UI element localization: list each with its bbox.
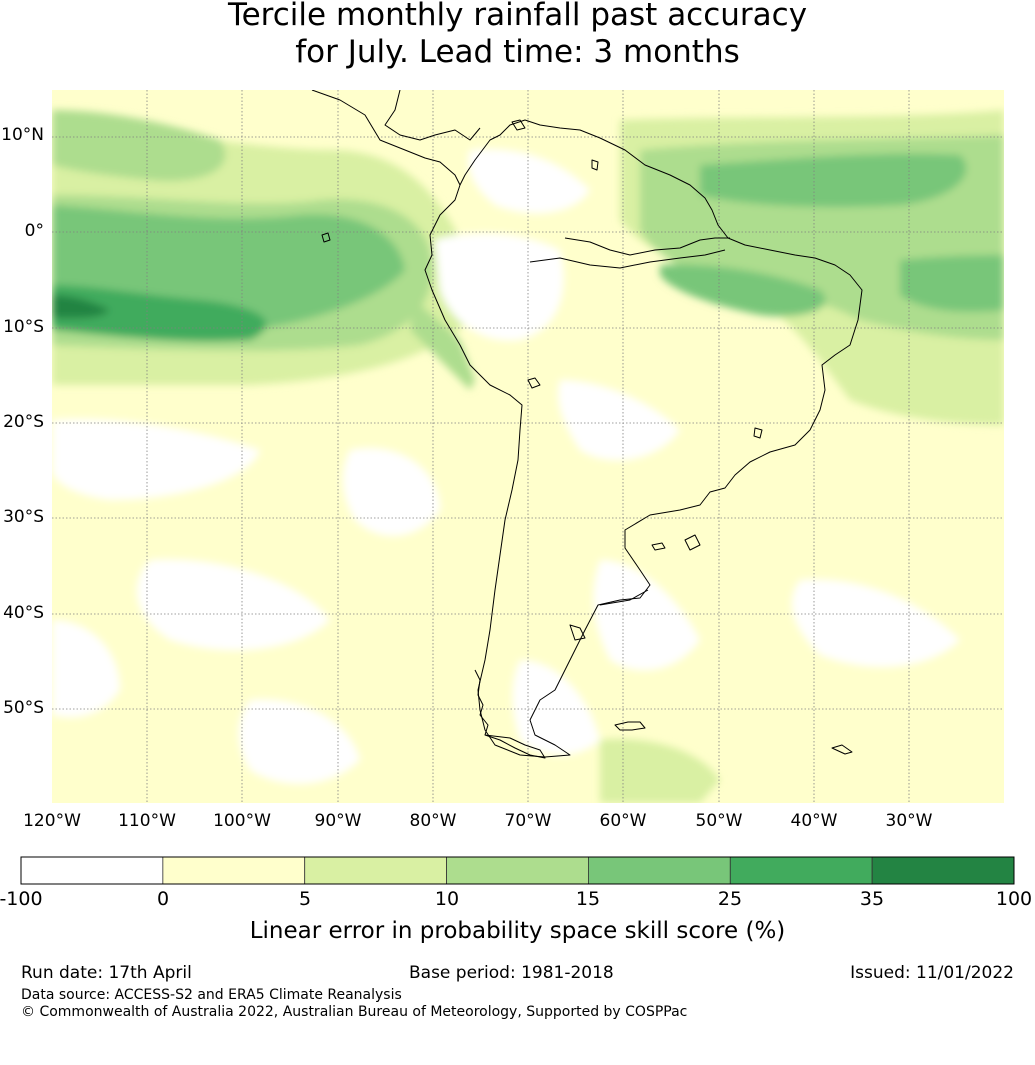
lon-label-100w: 100°W [213, 811, 271, 831]
lagoon-patos [684, 534, 701, 551]
colorbar-tick-35: 35 [859, 888, 885, 910]
colorbar-bin-4 [588, 856, 731, 885]
colorbar-bin-5 [729, 856, 873, 885]
title-line-1: Tercile monthly rainfall past accuracy [227, 0, 808, 33]
river-plate [599, 589, 649, 606]
lon-label-40w: 40°W [790, 811, 838, 831]
field-south-atlantic-white [791, 579, 960, 667]
lon-label-50w: 50°W [695, 811, 743, 831]
colorbar-label: Linear error in probability space skill … [249, 918, 786, 944]
field-south-pacific-white [136, 559, 330, 651]
trinidad [511, 119, 526, 131]
field-andes-strip [410, 300, 475, 390]
lon-label-80w: 80°W [409, 811, 457, 831]
field-se-pacific-white [343, 448, 440, 537]
field-sw-pacific-white [52, 620, 120, 718]
skill-field [52, 90, 1004, 803]
title-line-2: for July. Lead time: 3 months [295, 34, 740, 70]
lat-label-10n: 10°N [1, 125, 44, 145]
colorbar-tick-minus100: -100 [0, 888, 43, 910]
falkland-islands [614, 721, 646, 731]
lat-label-40s: 40°S [3, 603, 44, 623]
lat-label-30s: 30°S [3, 507, 44, 527]
colorbar-tick-5: 5 [298, 888, 312, 910]
colorbar [20, 856, 1015, 885]
field-nw-pacific [52, 110, 226, 181]
colorbar-tick-25: 25 [717, 888, 743, 910]
lat-label-20s: 20°S [3, 412, 44, 432]
lon-label-120w: 120°W [23, 811, 81, 831]
field-patagonia-white [512, 660, 600, 755]
river-amazon [564, 237, 730, 256]
issued-date: Issued: 11/01/2022 [850, 963, 1014, 983]
colorbar-bin-3 [446, 856, 589, 885]
lat-label-50s: 50°S [3, 698, 44, 718]
base-period: Base period: 1981-2018 [409, 963, 614, 983]
colorbar-bin-1 [162, 856, 306, 885]
chile-archipelago [474, 669, 489, 736]
colorbar-tick-100: 100 [995, 888, 1033, 910]
river-amazon-lower [529, 249, 726, 269]
tierra-del-fuego [484, 734, 546, 759]
colorbar-bin-2 [304, 856, 447, 885]
field-amazon-white [435, 233, 564, 341]
lat-label-0: 0° [24, 221, 44, 241]
lon-label-90w: 90°W [314, 811, 362, 831]
colorbar-bin-6 [871, 856, 1015, 885]
field-atlantic-strong-south [660, 264, 826, 317]
field-atlantic-strong-north [700, 153, 967, 207]
copyright: © Commonwealth of Australia 2022, Austra… [21, 1004, 688, 1020]
coast-south-america [424, 119, 863, 758]
run-date: Run date: 17th April [21, 963, 192, 983]
field-atlantic-strong-east [900, 255, 1004, 312]
colorbar-bin-0 [20, 856, 164, 885]
field-pacific-peak [52, 295, 110, 319]
field-caribbean-white [468, 149, 590, 214]
field-south-green-patch [600, 739, 720, 803]
river-east-lagoon [651, 542, 666, 551]
colorbar-tick-0: 0 [156, 888, 170, 910]
field-argentina-white [593, 560, 700, 671]
coastlines [311, 90, 863, 759]
lake-near-coast [753, 427, 763, 439]
data-source: Data source: ACCESS-S2 and ERA5 Climate … [21, 987, 402, 1003]
lat-label-10s: 10°S [3, 317, 44, 337]
coast-central-america-east [384, 90, 481, 141]
field-deep-south-white [238, 699, 360, 784]
lon-label-70w: 70°W [504, 811, 552, 831]
galapagos [321, 232, 331, 243]
south-georgia [831, 744, 853, 755]
colorbar-tick-15: 15 [575, 888, 601, 910]
colorbar-frame [20, 856, 1015, 885]
lon-label-60w: 60°W [599, 811, 647, 831]
lon-label-110w: 110°W [118, 811, 176, 831]
lake-maracaibo [591, 159, 599, 171]
field-chaco-white [558, 380, 680, 461]
graticule [52, 90, 1004, 803]
lake-titicaca [527, 377, 541, 389]
colorbar-tick-10: 10 [434, 888, 460, 910]
peninsula-valdes [569, 624, 586, 641]
lon-label-30w: 30°W [885, 811, 933, 831]
coast-central-america [311, 90, 461, 186]
field-east-pacific-white [52, 419, 260, 500]
field-pacific-core [52, 285, 267, 342]
